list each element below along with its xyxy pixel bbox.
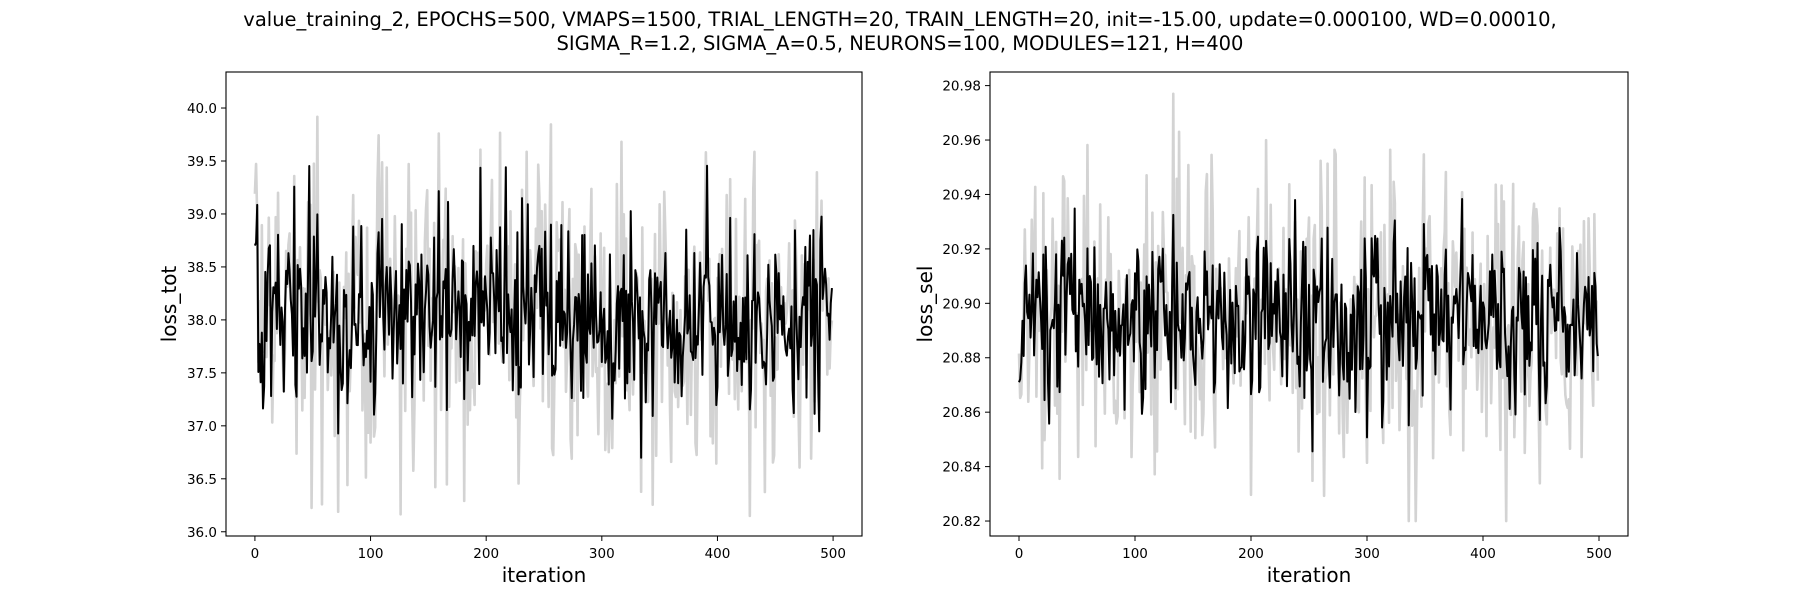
y-tick-label: 38.0 — [187, 313, 217, 329]
y-tick-label: 20.96 — [942, 133, 981, 149]
x-tick-label: 300 — [589, 546, 615, 562]
y-tick-label: 20.84 — [942, 460, 981, 476]
x-axis-label: iteration — [502, 563, 587, 587]
y-tick-label: 20.94 — [942, 187, 981, 203]
x-tick-label: 300 — [1354, 546, 1380, 562]
y-tick-label: 37.5 — [187, 366, 217, 382]
x-tick-label: 500 — [820, 546, 846, 562]
y-tick-label: 40.0 — [187, 101, 217, 117]
series-line — [253, 164, 833, 459]
series-line — [1018, 198, 1599, 453]
x-tick-label: 200 — [1238, 546, 1264, 562]
x-tick-label: 0 — [1015, 546, 1024, 562]
x-axis-label: iteration — [1267, 563, 1352, 587]
x-tick-label: 0 — [251, 546, 260, 562]
figure-title-line1: value_training_2, EPOCHS=500, VMAPS=1500… — [243, 8, 1557, 31]
y-axis-label: loss_sel — [913, 266, 937, 343]
series-band — [1017, 92, 1600, 523]
chart-loss_tot: 0 100 200 300 400 500 36.0 36.5 37.0 37.5 38.0 38.5… — [157, 71, 863, 587]
axes-frame — [225, 71, 863, 537]
y-tick-label: 39.5 — [187, 154, 217, 170]
x-tick-label: 200 — [473, 546, 499, 562]
x-tick-label: 400 — [1470, 546, 1496, 562]
y-tick-label: 20.90 — [942, 296, 981, 312]
x-tick-label: 400 — [705, 546, 731, 562]
y-tick-label: 37.0 — [187, 419, 217, 435]
x-tick-label: 100 — [358, 546, 384, 562]
y-tick-label: 20.86 — [942, 405, 981, 421]
x-tick-label: 500 — [1586, 546, 1612, 562]
y-tick-label: 20.88 — [942, 351, 981, 367]
y-tick-label: 20.82 — [942, 514, 981, 530]
y-tick-label: 39.0 — [187, 207, 217, 223]
y-tick-label: 38.5 — [187, 260, 217, 276]
y-tick-label: 20.92 — [942, 242, 981, 258]
y-tick-label: 20.98 — [942, 79, 981, 95]
chart-loss_sel: 0 100 200 300 400 500 20.82 20.84 20.86 20.88 20.9… — [913, 71, 1629, 587]
figure-title-line2: SIGMA_R=1.2, SIGMA_A=0.5, NEURONS=100, M… — [556, 32, 1244, 55]
y-tick-label: 36.0 — [187, 525, 217, 541]
y-tick-label: 36.5 — [187, 472, 217, 488]
x-tick-label: 100 — [1122, 546, 1148, 562]
y-axis-label: loss_tot — [157, 266, 181, 343]
axes-frame — [989, 71, 1629, 537]
